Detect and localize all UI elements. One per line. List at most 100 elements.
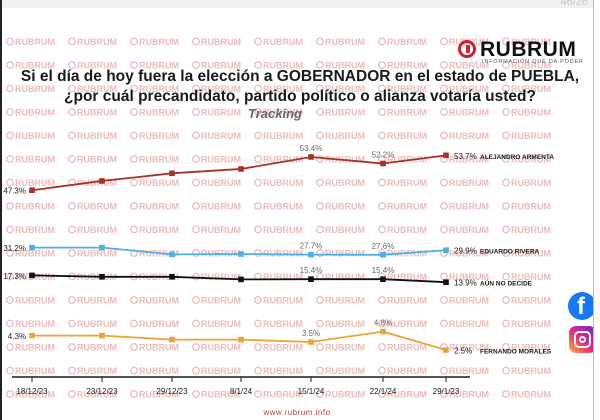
instagram-icon[interactable] <box>569 326 596 353</box>
watermark: RUBRUM <box>254 225 303 235</box>
svg-text:RUBRUM: RUBRUM <box>325 296 365 306</box>
svg-text:RUBRUM: RUBRUM <box>139 61 179 71</box>
svg-text:RUBRUM: RUBRUM <box>201 296 241 306</box>
data-label: 27.7% <box>300 242 323 251</box>
data-point <box>29 272 35 279</box>
svg-text:RUBRUM: RUBRUM <box>325 84 365 94</box>
data-label: 47.3% <box>3 187 26 196</box>
svg-text:RUBRUM: RUBRUM <box>139 366 179 376</box>
svg-text:RUBRUM: RUBRUM <box>77 225 117 235</box>
svg-text:RUBRUM: RUBRUM <box>449 61 489 71</box>
svg-text:RUBRUM: RUBRUM <box>263 202 303 212</box>
svg-text:RUBRUM: RUBRUM <box>325 61 365 71</box>
watermark: RUBRUM <box>316 343 365 353</box>
watermark: RUBRUM <box>316 61 365 71</box>
watermark: RUBRUM <box>6 390 55 400</box>
svg-text:RUBRUM: RUBRUM <box>77 37 117 47</box>
watermark: RUBRUM <box>68 225 117 235</box>
svg-text:RUBRUM: RUBRUM <box>449 178 489 188</box>
svg-text:RUBRUM: RUBRUM <box>77 61 117 71</box>
footer-url[interactable]: www.rubrum.info <box>263 408 331 417</box>
watermark: RUBRUM <box>502 343 551 353</box>
data-point <box>99 274 105 280</box>
x-tick-label: 23/12/23 <box>86 387 118 396</box>
svg-text:RUBRUM: RUBRUM <box>139 343 179 353</box>
series-label: ALEJANDRO ARMENTA <box>480 154 554 161</box>
svg-text:RUBRUM: RUBRUM <box>139 178 179 188</box>
watermark: RUBRUM <box>254 108 303 118</box>
watermark: RUBRUM <box>316 272 365 282</box>
svg-text:RUBRUM: RUBRUM <box>201 390 241 400</box>
watermark: RUBRUM <box>6 202 55 212</box>
data-label: 15.4% <box>300 266 323 275</box>
svg-text:RUBRUM: RUBRUM <box>15 366 55 376</box>
watermark: RUBRUM <box>254 202 303 212</box>
watermark: RUBRUM <box>68 296 117 306</box>
watermark: RUBRUM <box>316 390 365 400</box>
watermark: RUBRUM <box>502 366 551 376</box>
watermark: RUBRUM <box>6 249 55 259</box>
watermark: RUBRUM <box>192 225 241 235</box>
watermark: RUBRUM <box>254 390 303 400</box>
svg-text:RUBRUM: RUBRUM <box>511 225 551 235</box>
svg-text:RUBRUM: RUBRUM <box>15 319 55 329</box>
data-point <box>308 339 314 345</box>
watermark: RUBRUM <box>68 249 117 259</box>
svg-text:RUBRUM: RUBRUM <box>325 390 365 400</box>
watermark: RUBRUM <box>502 61 551 71</box>
data-label: 27.6% <box>372 242 395 251</box>
svg-text:RUBRUM: RUBRUM <box>201 225 241 235</box>
svg-text:RUBRUM: RUBRUM <box>511 155 551 165</box>
watermark: RUBRUM <box>378 84 427 94</box>
svg-text:RUBRUM: RUBRUM <box>387 178 427 188</box>
watermark: RUBRUM <box>502 296 551 306</box>
svg-text:RUBRUM: RUBRUM <box>449 202 489 212</box>
watermark: RUBRUM <box>440 319 489 329</box>
watermark: RUBRUM <box>254 272 303 282</box>
watermark: RUBRUM <box>192 343 241 353</box>
right-edge <box>593 0 600 420</box>
svg-text:RUBRUM: RUBRUM <box>139 131 179 141</box>
watermark: RUBRUM <box>502 390 551 400</box>
watermark: RUBRUM <box>6 178 55 188</box>
watermark: RUBRUM <box>192 296 241 306</box>
data-label: 53.4% <box>300 144 323 153</box>
svg-text:RUBRUM: RUBRUM <box>263 225 303 235</box>
watermark: RUBRUM <box>6 84 55 94</box>
svg-text:RUBRUM: RUBRUM <box>15 61 55 71</box>
svg-text:RUBRUM: RUBRUM <box>449 225 489 235</box>
watermark: RUBRUM <box>130 366 179 376</box>
svg-text:RUBRUM: RUBRUM <box>387 84 427 94</box>
svg-text:RUBRUM: RUBRUM <box>511 319 551 329</box>
watermark: RUBRUM <box>502 84 551 94</box>
watermark: RUBRUM <box>440 108 489 118</box>
svg-text:RUBRUM: RUBRUM <box>77 155 117 165</box>
top-bar: 46/26 <box>0 0 600 8</box>
svg-text:RUBRUM: RUBRUM <box>15 37 55 47</box>
svg-text:RUBRUM: RUBRUM <box>511 296 551 306</box>
svg-text:RUBRUM: RUBRUM <box>263 108 303 118</box>
svg-text:RUBRUM: RUBRUM <box>325 131 365 141</box>
svg-text:RUBRUM: RUBRUM <box>511 272 551 282</box>
svg-text:RUBRUM: RUBRUM <box>511 108 551 118</box>
watermark: RUBRUM <box>68 390 117 400</box>
svg-text:RUBRUM: RUBRUM <box>77 390 117 400</box>
svg-text:RUBRUM: RUBRUM <box>449 155 489 165</box>
watermark: RUBRUM <box>130 61 179 71</box>
svg-text:RUBRUM: RUBRUM <box>263 319 303 329</box>
svg-text:RUBRUM: RUBRUM <box>263 37 303 47</box>
data-label: 17.3% <box>3 272 26 281</box>
data-point <box>238 336 244 343</box>
svg-text:RUBRUM: RUBRUM <box>511 249 551 259</box>
watermark: RUBRUM <box>440 84 489 94</box>
watermark: RUBRUM <box>254 296 303 306</box>
svg-text:RUBRUM: RUBRUM <box>201 108 241 118</box>
watermark: RUBRUM <box>378 343 427 353</box>
left-edge <box>0 0 2 420</box>
watermark: RUBRUM <box>316 37 365 47</box>
facebook-icon[interactable]: f <box>568 292 596 320</box>
watermark: RUBRUM <box>192 155 241 165</box>
data-point <box>169 274 175 280</box>
watermark: RUBRUM <box>440 366 489 376</box>
data-point <box>99 332 105 339</box>
